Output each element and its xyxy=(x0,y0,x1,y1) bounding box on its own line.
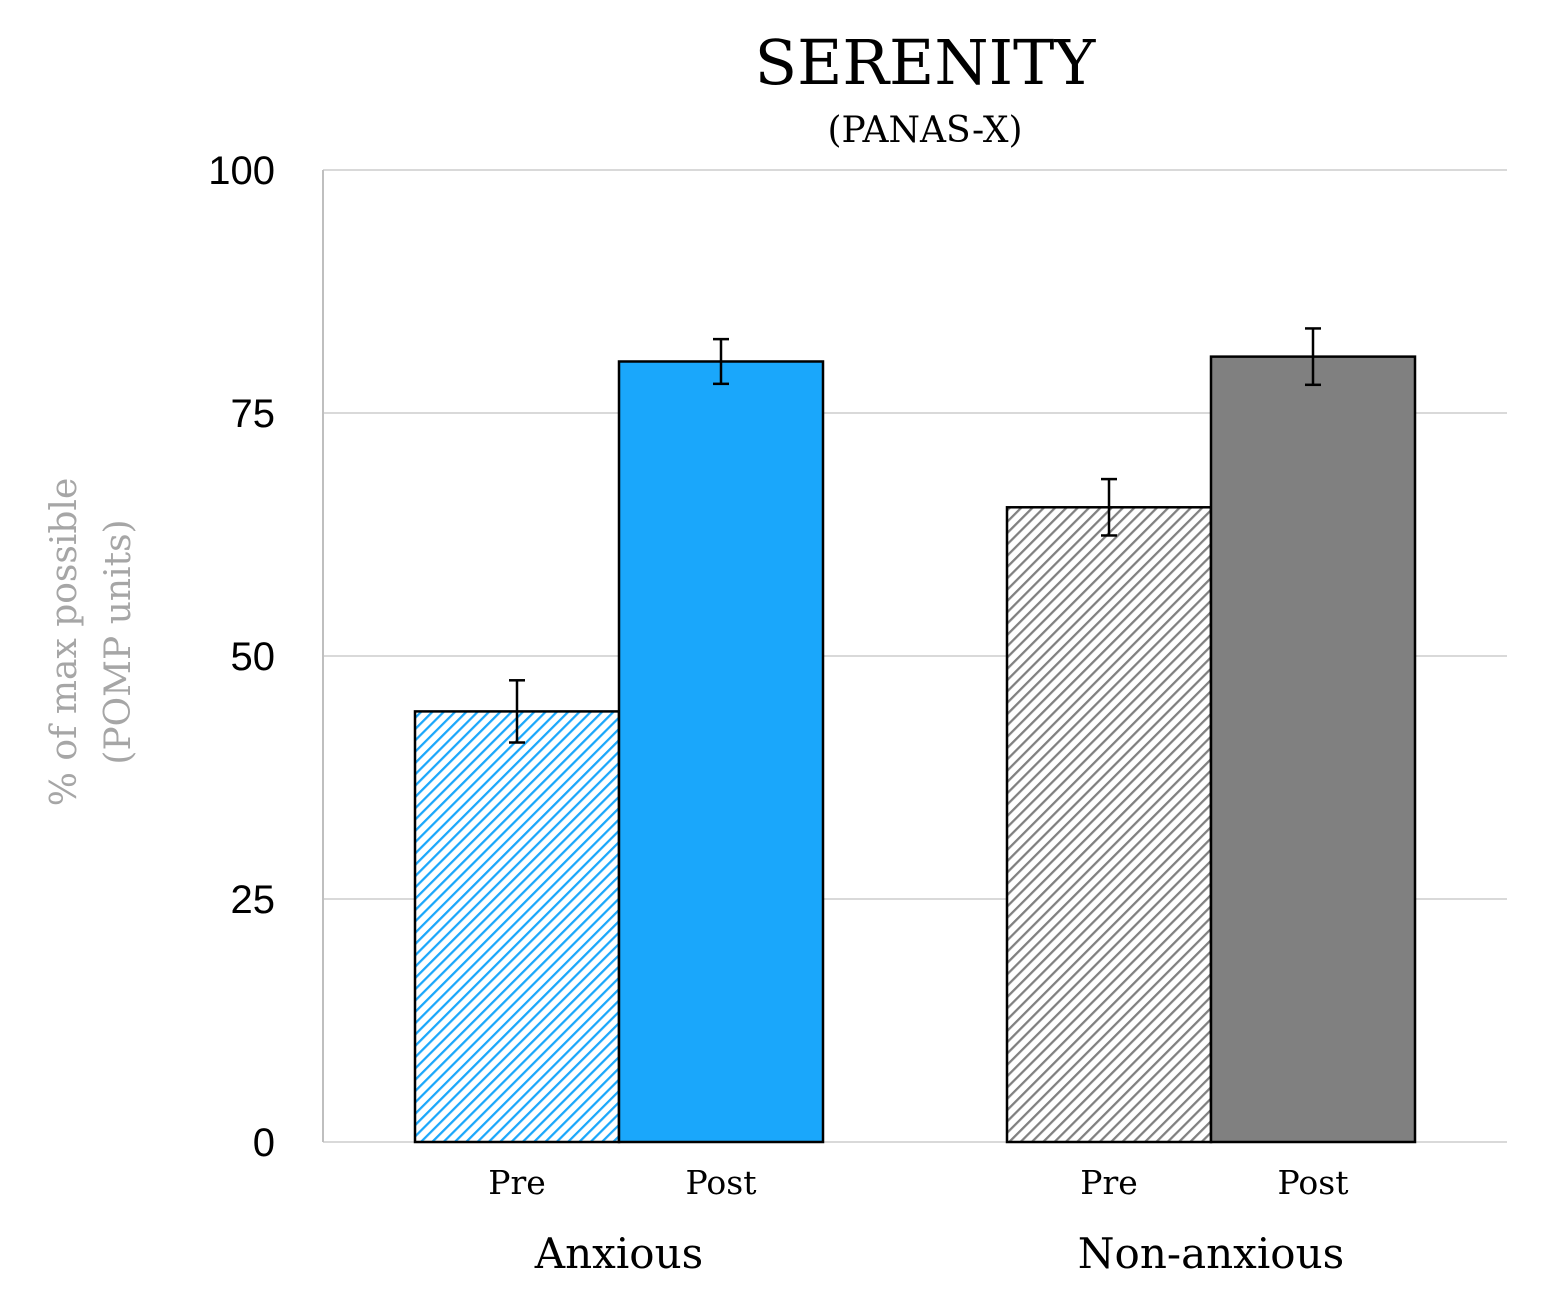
error-bar xyxy=(713,337,729,386)
group-labels: Anxious Non-anxious xyxy=(534,1229,1344,1278)
y-axis-label-line2: (POMP units) xyxy=(98,519,139,764)
chart-title: SERENITY xyxy=(755,26,1097,99)
error-bar xyxy=(509,679,525,744)
bars xyxy=(413,355,1417,1144)
y-axis-label-line1: % of max possible xyxy=(44,478,85,806)
y-axis-label: % of max possible (POMP units) xyxy=(44,478,139,806)
chart-subtitle: (PANAS-X) xyxy=(828,110,1023,151)
x-tick-label: Post xyxy=(686,1163,757,1202)
y-tick-label: 100 xyxy=(208,149,275,193)
x-tick-label: Pre xyxy=(488,1163,546,1202)
x-tick-label: Post xyxy=(1278,1163,1349,1202)
y-axis-ticks: 0 25 50 75 100 xyxy=(208,149,275,1165)
bar-non-anxious-post xyxy=(1209,355,1417,1144)
y-tick-label: 75 xyxy=(231,392,276,436)
bar-non-anxious-pre xyxy=(1005,506,1213,1144)
y-tick-label: 25 xyxy=(231,878,276,922)
y-tick-label: 0 xyxy=(253,1121,275,1165)
error-bar xyxy=(1305,327,1321,387)
error-bars xyxy=(509,327,1321,744)
y-tick-label: 50 xyxy=(231,635,276,679)
group-label: Anxious xyxy=(534,1229,703,1278)
x-axis-ticks: Pre Post Pre Post xyxy=(488,1163,1348,1202)
group-label: Non-anxious xyxy=(1078,1229,1344,1278)
x-tick-label: Pre xyxy=(1080,1163,1138,1202)
error-bar xyxy=(1101,477,1117,537)
bar-anxious-post xyxy=(617,360,825,1144)
bar-anxious-pre xyxy=(413,710,621,1144)
